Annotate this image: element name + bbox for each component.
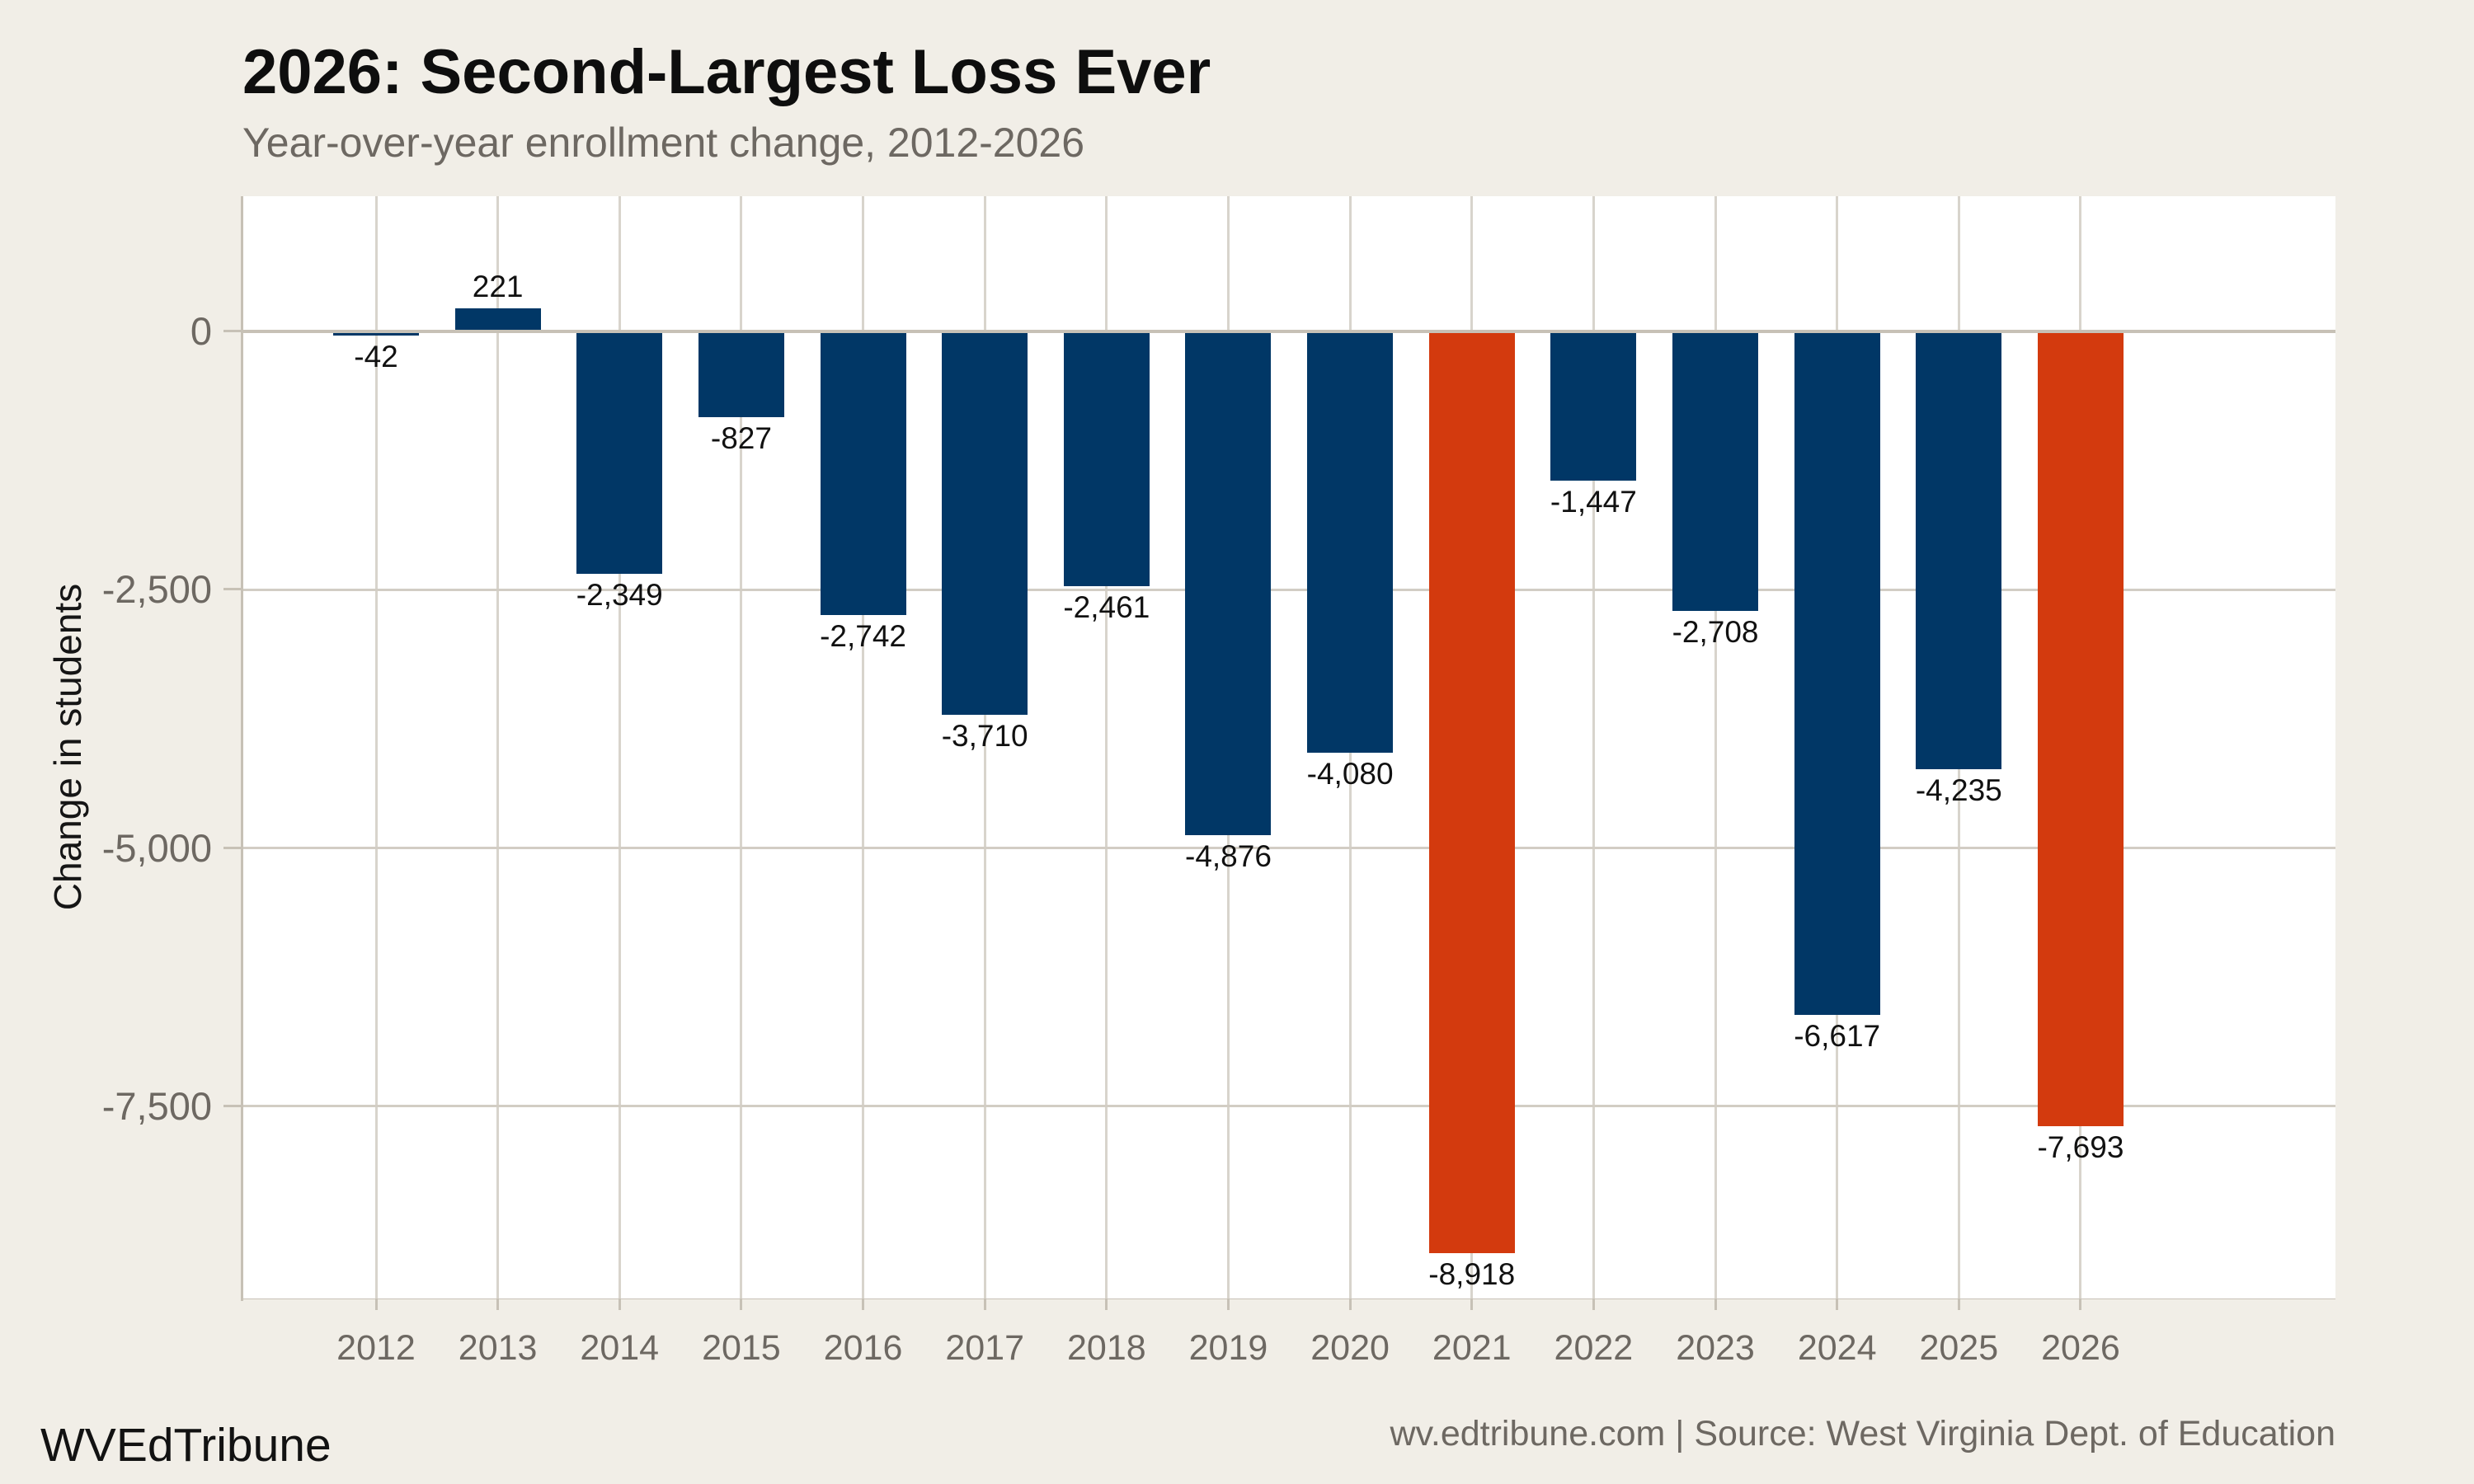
y-tick-label: 0 [190,309,212,354]
bar-label-2017: -3,710 [941,719,1028,754]
bar-label-2021: -8,918 [1428,1256,1516,1291]
vertical-gridline [1714,196,1717,1298]
bar-2018 [1063,333,1150,586]
bar-2020 [1307,333,1394,754]
x-tick-mark [1105,1298,1108,1310]
chart-title: 2026: Second-Largest Loss Ever [242,37,1211,107]
x-tick-label-2022: 2022 [1554,1328,1634,1368]
bar-2013 [454,308,541,331]
y-tick-mark [223,846,243,849]
bar-2024 [1794,333,1880,1016]
x-tick-mark [496,1298,500,1310]
x-tick-mark [862,1298,865,1310]
vertical-gridline [374,196,378,1298]
x-tick-mark [618,1298,621,1310]
y-tick-label: -5,000 [101,825,212,870]
y-tick-mark [223,330,243,333]
x-tick-label-2017: 2017 [945,1328,1025,1368]
x-tick-label-2024: 2024 [1797,1328,1877,1368]
x-tick-label-2021: 2021 [1432,1328,1512,1368]
bar-label-2015: -827 [710,420,772,455]
x-tick-label-2023: 2023 [1676,1328,1755,1368]
bar-label-2023: -2,708 [1672,615,1759,650]
bar-label-2024: -6,617 [1794,1019,1881,1054]
horizontal-gridline [243,1105,2335,1108]
x-tick-mark [2079,1298,2082,1310]
bar-2014 [576,333,663,575]
bar-2021 [1428,333,1515,1253]
y-tick-mark [223,588,243,591]
y-tick-label: -7,500 [101,1083,212,1128]
bar-2026 [2037,333,2124,1127]
vertical-gridline [740,196,743,1298]
x-tick-label-2019: 2019 [1188,1328,1268,1368]
x-tick-label-2016: 2016 [823,1328,903,1368]
bar-2016 [820,333,906,615]
bar-label-2014: -2,349 [576,578,663,613]
bar-2022 [1550,333,1637,481]
bar-label-2012: -42 [354,340,398,374]
horizontal-gridline [243,847,2335,850]
brand-wordmark: WVEdTribune [40,1419,332,1472]
vertical-gridline [618,196,621,1298]
bar-label-2020: -4,080 [1306,757,1394,791]
bar-label-2013: 221 [472,270,524,304]
x-tick-mark [1592,1298,1595,1310]
x-tick-label-2026: 2026 [2041,1328,2120,1368]
bar-2023 [1672,333,1759,612]
x-tick-label-2025: 2025 [1919,1328,1999,1368]
vertical-gridline [1592,196,1595,1298]
x-tick-mark [1957,1298,1960,1310]
x-tick-mark [983,1298,986,1310]
y-axis-line [241,196,243,1301]
bar-label-2016: -2,742 [820,618,906,653]
x-tick-mark [374,1298,378,1310]
plot-area: -42 221 -2,349 -827 -2,742 -3,710 -2,461 -4,876… [243,196,2335,1298]
x-tick-label-2018: 2018 [1066,1328,1146,1368]
y-tick-label: -2,500 [101,567,212,612]
horizontal-gridline [243,588,2335,591]
x-tick-label-2020: 2020 [1310,1328,1390,1368]
bar-2017 [942,333,1028,716]
x-tick-mark [1348,1298,1352,1310]
x-tick-mark [1836,1298,1839,1310]
y-tick-mark [223,1104,243,1107]
bar-2012 [333,333,419,336]
bar-2019 [1185,333,1272,836]
x-tick-label-2012: 2012 [336,1328,416,1368]
vertical-gridline [862,196,865,1298]
vertical-gridline [983,196,986,1298]
x-tick-mark [740,1298,743,1310]
bar-label-2025: -4,235 [1915,773,2002,807]
bar-label-2018: -2,461 [1063,589,1150,624]
source-attribution: wv.edtribune.com | Source: West Virginia… [1390,1414,2335,1453]
zero-line [243,330,2335,334]
x-tick-label-2013: 2013 [458,1328,538,1368]
x-tick-label-2015: 2015 [702,1328,781,1368]
bar-label-2026: -7,693 [2037,1130,2124,1165]
bar-2015 [698,333,784,417]
bar-label-2019: -4,876 [1185,839,1272,874]
bar-2025 [1916,333,2002,769]
x-tick-mark [1470,1298,1474,1310]
vertical-gridline [496,196,500,1298]
x-tick-mark [1226,1298,1230,1310]
x-tick-label-2014: 2014 [580,1328,660,1368]
vertical-gridline [1105,196,1108,1298]
chart-subtitle: Year-over-year enrollment change, 2012-2… [242,120,1085,166]
bar-label-2022: -1,447 [1550,485,1637,519]
x-tick-mark [1714,1298,1717,1310]
